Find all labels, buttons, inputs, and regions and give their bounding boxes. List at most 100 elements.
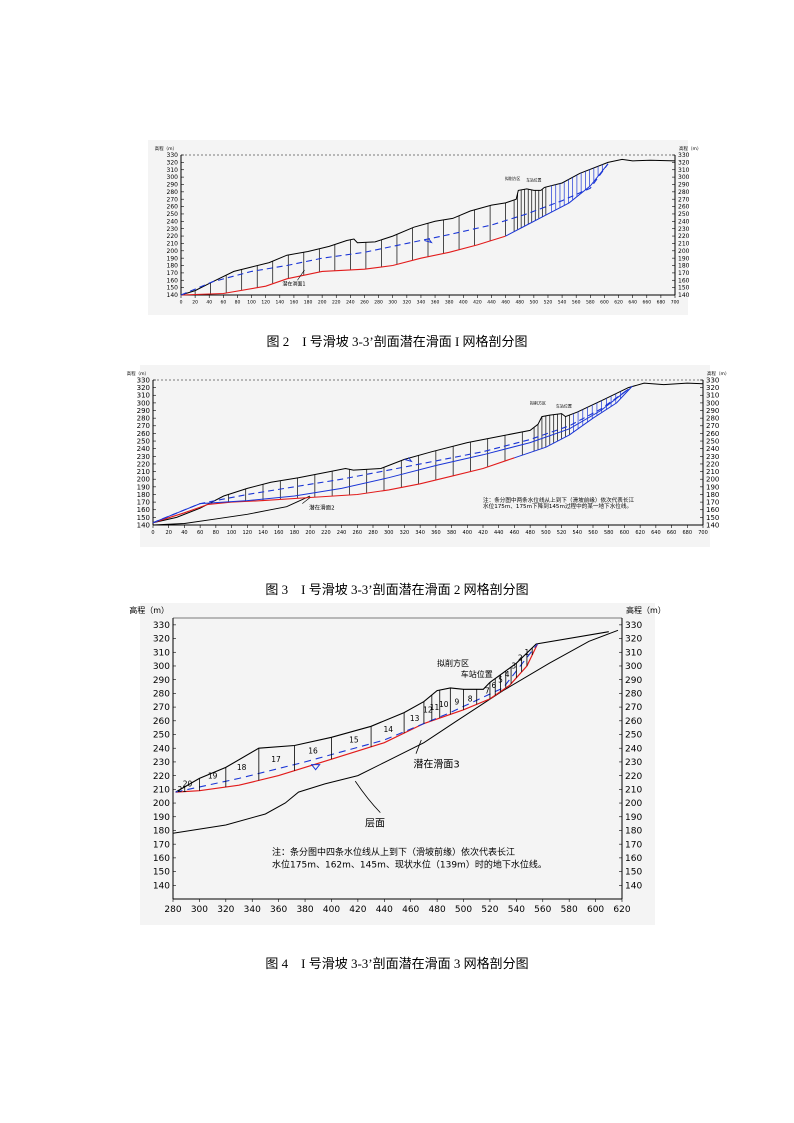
x-tick-label: 260	[360, 300, 369, 306]
y-tick-label-right: 190	[678, 255, 690, 262]
x-tick-label: 80	[235, 300, 241, 306]
y-tick-label-right: 210	[625, 785, 642, 795]
y-tick-label-right: 300	[625, 662, 642, 672]
x-tick-label: 440	[376, 905, 393, 915]
slice-number: 5	[498, 675, 503, 684]
x-tick-label: 400	[323, 905, 340, 915]
slice-number: 3	[511, 662, 516, 671]
note-line-1: 注：条分图中四条水位线从上到下（滑坡前缘）依次代表长江	[272, 846, 515, 858]
y-tick-label-left: 290	[153, 676, 170, 686]
y-tick-label-left: 290	[167, 182, 179, 189]
y-tick-label-right: 290	[625, 676, 642, 686]
y-axis-title-right: 高程（m）	[707, 370, 729, 377]
y-tick-label-left: 170	[153, 840, 170, 850]
y-axis-title-left: 高程（m）	[127, 370, 149, 377]
y-tick-label-left: 320	[153, 635, 170, 645]
figure-4-chart: 330 330320 320310 310300 300290 290280 280270 2…	[140, 603, 655, 925]
slice-number: 12	[423, 706, 433, 715]
x-tick-label: 300	[191, 905, 208, 915]
slip-surface-line	[176, 644, 538, 792]
groundwater-line	[181, 164, 608, 295]
x-tick-label: 660	[642, 300, 651, 306]
y-tick-label-right: 200	[678, 248, 690, 255]
x-tick-label: 220	[332, 300, 341, 306]
slip-surface-label: 潜在滑面1	[282, 280, 305, 287]
x-tick-label: 340	[244, 905, 261, 915]
x-tick-label: 340	[415, 530, 425, 536]
y-tick-label-right: 160	[625, 854, 642, 864]
y-tick-label-left: 180	[167, 263, 179, 270]
y-tick-label-left: 200	[153, 799, 170, 809]
y-tick-label-left: 300	[167, 174, 179, 181]
y-tick-label-left: 190	[167, 255, 179, 262]
bedding-line	[153, 496, 310, 525]
slice-number: 17	[271, 755, 281, 764]
y-tick-label-right: 180	[625, 827, 642, 837]
y-tick-label-right: 270	[625, 703, 642, 713]
bedding-line	[173, 630, 618, 833]
x-tick-label: 320	[217, 905, 234, 915]
x-tick-label: 140	[258, 530, 268, 536]
y-tick-label-right: 310	[625, 648, 642, 658]
slice-number: 15	[349, 736, 359, 745]
x-tick-label: 700	[698, 530, 708, 536]
y-tick-label-left: 220	[153, 772, 170, 782]
y-tick-label-left: 180	[153, 827, 170, 837]
y-tick-label-left: 260	[153, 717, 170, 727]
slice-number: 18	[237, 763, 247, 772]
x-tick-label: 600	[587, 905, 604, 915]
x-tick-label: 440	[494, 530, 504, 536]
x-tick-label: 480	[429, 905, 446, 915]
x-tick-label: 20	[166, 530, 172, 536]
x-tick-label: 600	[620, 530, 630, 536]
y-tick-label-right: 270	[678, 196, 690, 203]
y-tick-label-left: 280	[167, 189, 179, 196]
x-tick-label: 500	[530, 300, 539, 306]
y-tick-label-right: 320	[678, 159, 690, 166]
slip-surface-line	[153, 458, 514, 523]
y-tick-label-right: 160	[678, 277, 690, 284]
y-tick-label-right: 240	[678, 218, 690, 225]
y-tick-label-right: 140	[625, 881, 642, 891]
y-tick-label-right: 190	[625, 813, 642, 823]
slice-number: 16	[308, 747, 318, 756]
y-tick-label-left: 160	[153, 854, 170, 864]
y-tick-label-left: 140	[167, 292, 179, 299]
x-tick-label: 0	[180, 300, 183, 306]
x-tick-label: 240	[346, 300, 355, 306]
slice-number: 6	[492, 681, 497, 690]
slice-number: 9	[455, 697, 460, 706]
x-tick-label: 560	[572, 300, 581, 306]
y-tick-label-right: 310	[678, 167, 690, 174]
slice-number: 2	[518, 653, 523, 662]
x-tick-label: 360	[431, 530, 441, 536]
x-tick-label: 680	[657, 300, 666, 306]
y-tick-label-left: 240	[167, 218, 179, 225]
x-tick-label: 420	[349, 905, 366, 915]
x-tick-label: 460	[510, 530, 520, 536]
x-tick-label: 200	[305, 530, 315, 536]
x-tick-label: 100	[247, 300, 256, 306]
y-tick-label-left: 330	[167, 152, 179, 159]
y-tick-label-left: 220	[167, 233, 179, 240]
y-tick-label-left: 310	[167, 167, 179, 174]
y-tick-label-right: 150	[678, 285, 690, 292]
bedding-label: 层面	[365, 817, 385, 829]
y-tick-label-right: 210	[678, 241, 690, 248]
slice-number: 10	[439, 700, 449, 709]
x-tick-label: 100	[227, 530, 237, 536]
x-tick-label: 60	[220, 300, 226, 306]
x-tick-label: 120	[261, 300, 270, 306]
x-tick-label: 260	[353, 530, 363, 536]
y-tick-label-right: 300	[678, 174, 690, 181]
y-tick-label-left: 150	[167, 285, 179, 292]
y-tick-label-right: 250	[625, 731, 642, 741]
x-tick-label: 180	[290, 530, 300, 536]
y-tick-label-right: 250	[678, 211, 690, 218]
x-tick-label: 220	[321, 530, 331, 536]
y-tick-label-left: 140	[137, 521, 150, 529]
excavation-label: 拟削方区	[437, 658, 469, 668]
slip-surface-label: 潜在滑面3	[413, 757, 459, 770]
y-tick-label-left: 160	[167, 277, 179, 284]
